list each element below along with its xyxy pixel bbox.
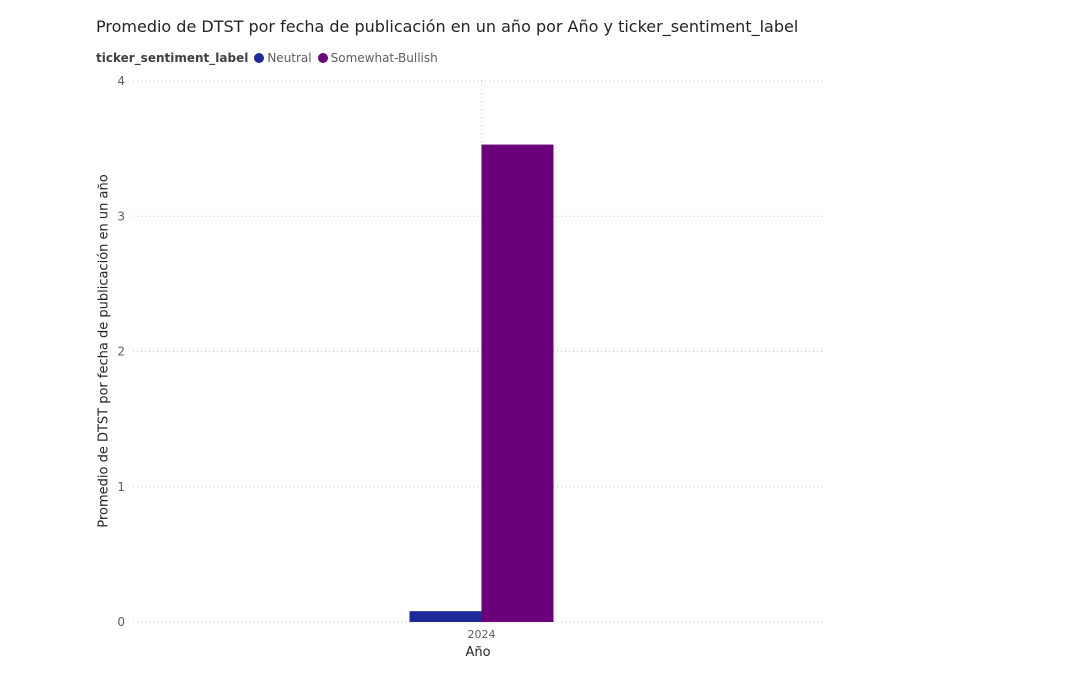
y-tick-label-4: 4	[117, 74, 125, 88]
chart-title: Promedio de DTST por fecha de publicació…	[96, 17, 799, 36]
y-tick-label-0: 0	[117, 615, 125, 629]
gridlines	[133, 80, 822, 623]
legend: ticker_sentiment_label Neutral Somewhat-…	[96, 51, 444, 65]
y-tick-label-2: 2	[117, 345, 125, 359]
bar-somewhat-bullish-2024[interactable]	[481, 144, 554, 622]
x-axis-label: Año	[465, 645, 491, 660]
legend-title: ticker_sentiment_label	[96, 51, 249, 65]
x-tick-label-0: 2024	[468, 628, 496, 641]
x-tick-labels: 2024	[468, 628, 496, 641]
legend-swatch-neutral	[254, 53, 265, 63]
legend-entry-somewhat-bullish[interactable]: Somewhat-Bullish	[317, 51, 438, 65]
y-axis-label: Promedio de DTST por fecha de publicació…	[96, 174, 112, 528]
legend-label-neutral: Neutral	[267, 51, 312, 65]
legend-entry-neutral[interactable]: Neutral	[254, 51, 312, 65]
y-tick-label-1: 1	[117, 480, 125, 494]
y-tick-labels: 0 1 2 3 4	[117, 74, 125, 629]
legend-swatch-somewhat-bullish	[317, 53, 328, 63]
y-tick-label-3: 3	[117, 209, 125, 223]
bars	[409, 144, 554, 622]
bar-neutral-2024[interactable]	[409, 611, 482, 622]
legend-label-somewhat-bullish: Somewhat-Bullish	[330, 51, 438, 65]
